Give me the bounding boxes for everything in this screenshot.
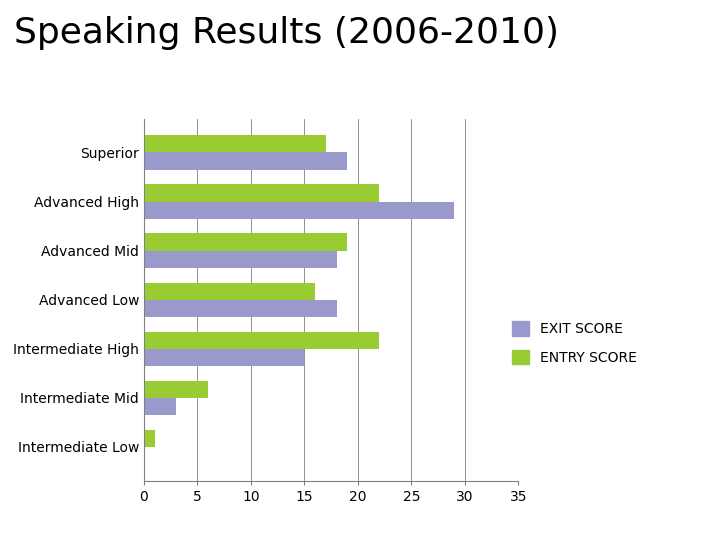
Bar — [144, 332, 379, 349]
Bar — [144, 430, 155, 447]
Bar — [144, 184, 379, 201]
Bar — [144, 135, 326, 152]
Text: Speaking Results (2006-2010): Speaking Results (2006-2010) — [14, 16, 559, 50]
Legend: EXIT SCORE, ENTRY SCORE: EXIT SCORE, ENTRY SCORE — [507, 316, 642, 370]
Bar — [144, 152, 347, 170]
Bar — [144, 201, 454, 219]
Bar — [144, 381, 208, 398]
Bar — [144, 349, 305, 366]
Bar — [144, 300, 336, 317]
Bar — [144, 251, 336, 268]
Bar — [144, 233, 347, 251]
Bar — [144, 398, 176, 415]
Bar — [144, 282, 315, 300]
